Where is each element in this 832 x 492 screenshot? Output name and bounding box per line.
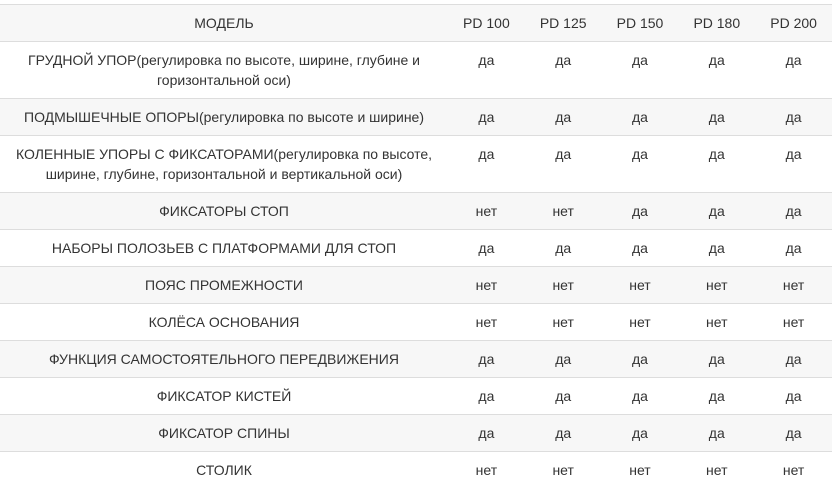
- feature-cell: СТОЛИК: [0, 451, 448, 488]
- value-cell: да: [524, 340, 602, 378]
- value-cell: да: [601, 41, 679, 99]
- table-row: ФУНКЦИЯ САМОСТОЯТЕЛЬНОГО ПЕРЕДВИЖЕНИЯ да д…: [0, 340, 832, 378]
- header-pd125: PD 125: [524, 4, 602, 42]
- header-pd180: PD 180: [678, 4, 756, 42]
- value-cell: нет: [524, 192, 602, 230]
- value-cell: да: [524, 414, 602, 452]
- value-cell: да: [678, 192, 756, 230]
- value-cell: да: [601, 192, 679, 230]
- value-cell: да: [755, 192, 832, 230]
- table-row: ФИКСАТОРЫ СТОП нет нет да да да: [0, 192, 832, 230]
- value-cell: нет: [448, 266, 525, 304]
- value-cell: да: [448, 135, 525, 193]
- value-cell: да: [601, 414, 679, 452]
- feature-cell: КОЛЁСА ОСНОВАНИЯ: [0, 303, 448, 341]
- value-cell: нет: [755, 266, 832, 304]
- value-cell: да: [755, 340, 832, 378]
- value-cell: да: [755, 98, 832, 136]
- feature-cell: ФИКСАТОРЫ СТОП: [0, 192, 448, 230]
- feature-cell: ГРУДНОЙ УПОР(регулировка по высоте, шири…: [0, 41, 448, 99]
- value-cell: нет: [601, 303, 679, 341]
- table-row: ГРУДНОЙ УПОР(регулировка по высоте, шири…: [0, 41, 832, 99]
- comparison-table: МОДЕЛЬ PD 100 PD 125 PD 150 PD 180 PD 20…: [0, 4, 832, 488]
- value-cell: да: [448, 414, 525, 452]
- value-cell: да: [601, 135, 679, 193]
- value-cell: нет: [524, 266, 602, 304]
- value-cell: да: [448, 41, 525, 99]
- value-cell: нет: [601, 451, 679, 488]
- value-cell: да: [601, 229, 679, 267]
- feature-cell: КОЛЕННЫЕ УПОРЫ С ФИКСАТОРАМИ(регулировка…: [0, 135, 448, 193]
- value-cell: да: [678, 41, 756, 99]
- value-cell: да: [755, 135, 832, 193]
- value-cell: нет: [678, 266, 756, 304]
- feature-cell: НАБОРЫ ПОЛОЗЬЕВ С ПЛАТФОРМАМИ ДЛЯ СТОП: [0, 229, 448, 267]
- value-cell: да: [678, 98, 756, 136]
- value-cell: да: [601, 377, 679, 415]
- value-cell: да: [448, 229, 525, 267]
- value-cell: да: [448, 98, 525, 136]
- table-row: ПОДМЫШЕЧНЫЕ ОПОРЫ(регулировка по высоте …: [0, 98, 832, 136]
- value-cell: нет: [448, 451, 525, 488]
- feature-cell: ФИКСАТОР КИСТЕЙ: [0, 377, 448, 415]
- header-pd150: PD 150: [601, 4, 679, 42]
- value-cell: да: [448, 340, 525, 378]
- table-row: ФИКСАТОР КИСТЕЙ да да да да да: [0, 377, 832, 415]
- value-cell: да: [524, 135, 602, 193]
- feature-cell: ПОДМЫШЕЧНЫЕ ОПОРЫ(регулировка по высоте …: [0, 98, 448, 136]
- value-cell: нет: [755, 303, 832, 341]
- header-pd100: PD 100: [448, 4, 525, 42]
- table-row: СТОЛИК нет нет нет нет нет: [0, 451, 832, 488]
- value-cell: да: [678, 340, 756, 378]
- value-cell: да: [601, 98, 679, 136]
- table-row: КОЛЕННЫЕ УПОРЫ С ФИКСАТОРАМИ(регулировка…: [0, 135, 832, 193]
- header-pd200: PD 200: [755, 4, 832, 42]
- header-model: МОДЕЛЬ: [0, 4, 448, 42]
- value-cell: да: [524, 41, 602, 99]
- value-cell: нет: [755, 451, 832, 488]
- value-cell: да: [678, 414, 756, 452]
- value-cell: да: [678, 229, 756, 267]
- value-cell: да: [678, 377, 756, 415]
- value-cell: да: [755, 41, 832, 99]
- value-cell: да: [524, 377, 602, 415]
- table-row: КОЛЁСА ОСНОВАНИЯ нет нет нет нет нет: [0, 303, 832, 341]
- feature-cell: ФИКСАТОР СПИНЫ: [0, 414, 448, 452]
- table-row: ФИКСАТОР СПИНЫ да да да да да: [0, 414, 832, 452]
- value-cell: нет: [448, 192, 525, 230]
- value-cell: нет: [524, 303, 602, 341]
- value-cell: да: [755, 414, 832, 452]
- value-cell: да: [524, 229, 602, 267]
- value-cell: да: [601, 340, 679, 378]
- value-cell: да: [755, 377, 832, 415]
- value-cell: да: [524, 98, 602, 136]
- table-row: ПОЯС ПРОМЕЖНОСТИ нет нет нет нет нет: [0, 266, 832, 304]
- value-cell: нет: [601, 266, 679, 304]
- value-cell: нет: [678, 303, 756, 341]
- value-cell: да: [448, 377, 525, 415]
- value-cell: нет: [448, 303, 525, 341]
- value-cell: да: [755, 229, 832, 267]
- table-row: НАБОРЫ ПОЛОЗЬЕВ С ПЛАТФОРМАМИ ДЛЯ СТОП да…: [0, 229, 832, 267]
- value-cell: нет: [524, 451, 602, 488]
- table-header-row: МОДЕЛЬ PD 100 PD 125 PD 150 PD 180 PD 20…: [0, 4, 832, 42]
- feature-cell: ФУНКЦИЯ САМОСТОЯТЕЛЬНОГО ПЕРЕДВИЖЕНИЯ: [0, 340, 448, 378]
- feature-cell: ПОЯС ПРОМЕЖНОСТИ: [0, 266, 448, 304]
- value-cell: нет: [678, 451, 756, 488]
- value-cell: да: [678, 135, 756, 193]
